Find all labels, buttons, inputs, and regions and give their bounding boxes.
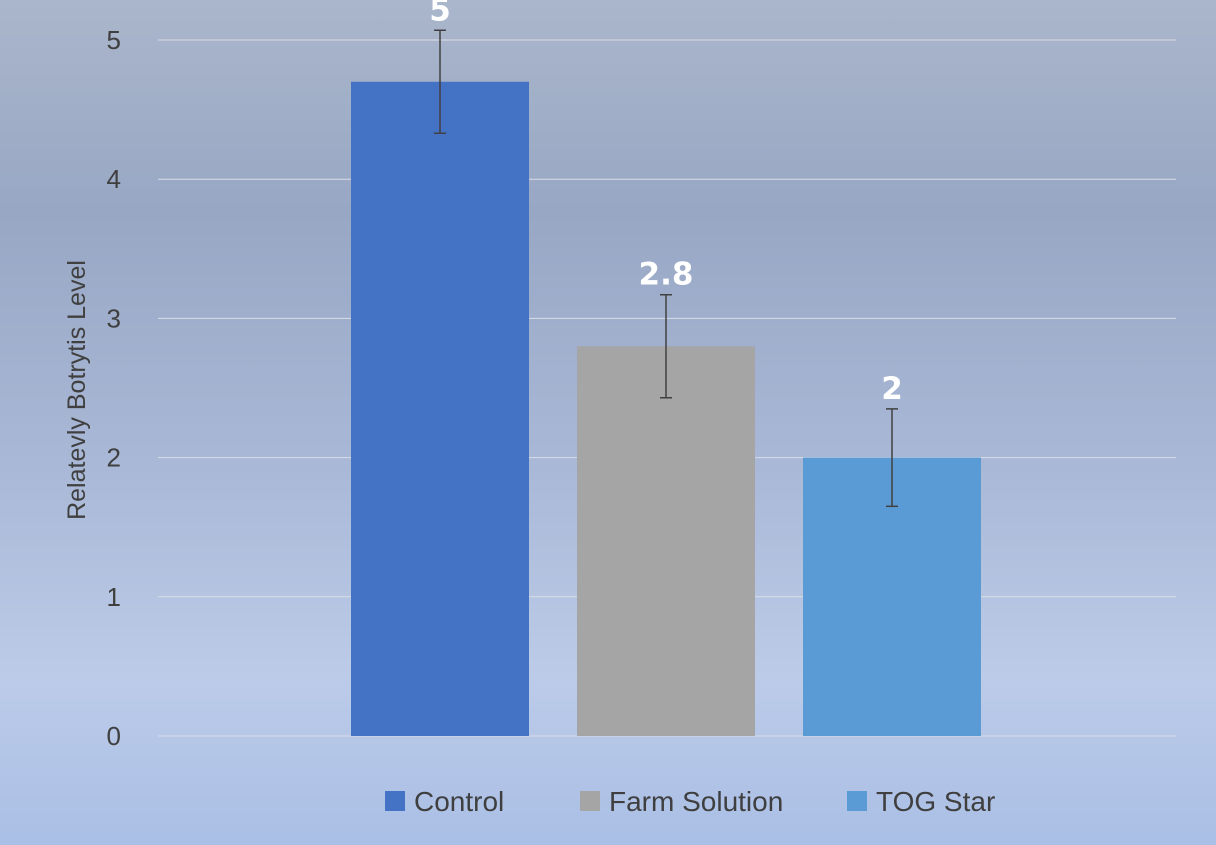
y-tick-label: 0 <box>107 721 121 751</box>
y-tick-label: 5 <box>107 25 121 55</box>
y-axis-label: Relatevly Botrytis Level <box>63 260 91 520</box>
bar-farm-solution <box>577 346 755 736</box>
y-tick-label: 2 <box>107 443 121 473</box>
error-bars <box>434 29 898 508</box>
y-axis-ticks: 0 1 2 3 4 5 <box>107 25 121 751</box>
bar-control <box>351 81 529 736</box>
legend-entry: Control <box>414 786 504 817</box>
legend-entry: Farm Solution <box>609 786 783 817</box>
data-label: 5 <box>429 0 451 28</box>
y-tick-label: 1 <box>107 582 121 612</box>
bars <box>351 81 981 736</box>
legend-swatch <box>847 791 867 811</box>
legend: Control Farm Solution TOG Star <box>385 786 995 817</box>
legend-swatch <box>385 791 405 811</box>
legend-entry: TOG Star <box>876 786 995 817</box>
data-label: 2.8 <box>639 257 694 293</box>
y-tick-label: 4 <box>107 164 121 194</box>
y-tick-label: 3 <box>107 303 121 333</box>
legend-swatch <box>580 791 600 811</box>
data-label: 2 <box>881 371 903 407</box>
data-labels: 52.82 <box>429 0 903 407</box>
